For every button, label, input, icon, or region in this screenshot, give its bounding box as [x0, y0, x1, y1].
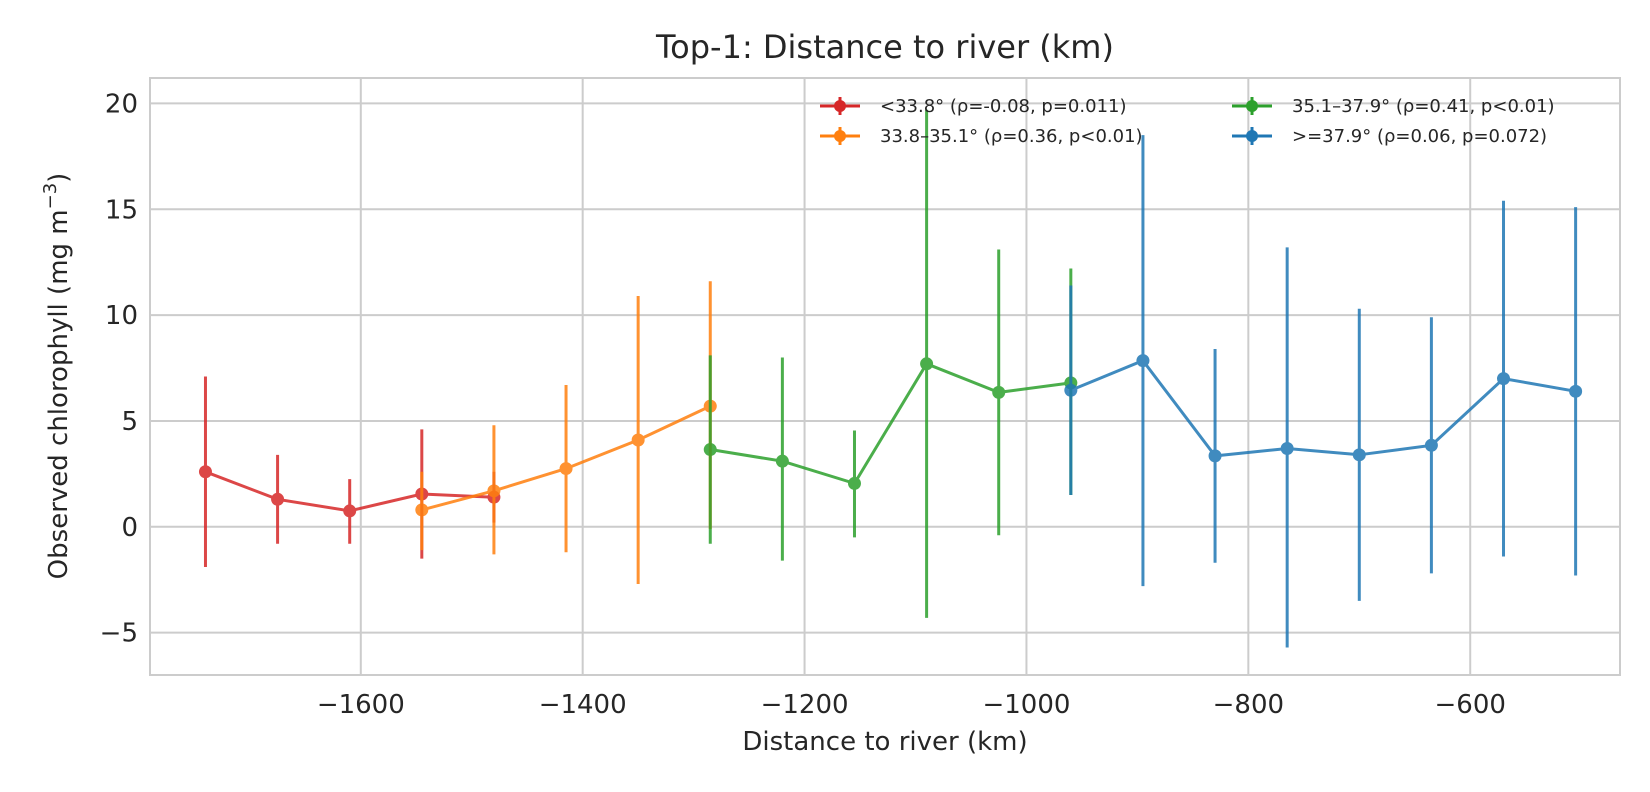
series-line — [1070, 358, 1576, 458]
x-tick-label: −1000 — [982, 690, 1070, 720]
grid — [150, 78, 1620, 675]
data-point — [415, 503, 429, 517]
data-point — [1064, 383, 1078, 397]
data-point — [198, 465, 212, 479]
y-tick-label: 15 — [105, 195, 138, 225]
data-point — [703, 443, 717, 457]
y-tick-labels: −5 0 5 10 15 20 — [100, 89, 138, 648]
x-tick-label: −1200 — [761, 690, 849, 720]
legend-entry: >=37.9° (ρ=0.06, p=0.072) — [1232, 126, 1547, 147]
legend-entry: 33.8–35.1° (ρ=0.36, p<0.01) — [820, 126, 1143, 147]
data-point — [1497, 372, 1511, 386]
x-axis-label: Distance to river (km) — [742, 727, 1027, 757]
legend-label: <33.8° (ρ=-0.08, p=0.011) — [880, 96, 1127, 117]
series-line — [710, 361, 1071, 486]
data-point — [992, 385, 1006, 399]
data-point — [1569, 384, 1583, 398]
legend-marker — [834, 130, 846, 142]
data-point — [1280, 441, 1294, 455]
x-tick-label: −1400 — [539, 690, 627, 720]
legend-label: 33.8–35.1° (ρ=0.36, p<0.01) — [880, 126, 1143, 147]
chart-title: Top-1: Distance to river (km) — [655, 28, 1114, 66]
legend-label: >=37.9° (ρ=0.06, p=0.072) — [1292, 126, 1547, 147]
x-tick-label: −1600 — [317, 690, 405, 720]
series-layer — [198, 109, 1583, 648]
data-point — [271, 492, 285, 506]
data-point — [775, 454, 789, 468]
data-point — [920, 357, 934, 371]
plot-frame — [149, 77, 1621, 676]
data-point — [1352, 448, 1366, 462]
plot-area — [150, 78, 1620, 675]
x-tick-labels: −1600 −1400 −1200 −1000 −800 −600 — [317, 690, 1506, 720]
data-point — [1136, 354, 1150, 368]
data-point — [487, 484, 501, 498]
legend-entry: 35.1–37.9° (ρ=0.41, p<0.01) — [1232, 96, 1555, 117]
x-tick-label: −800 — [1213, 690, 1284, 720]
x-tick-label: −600 — [1435, 690, 1506, 720]
legend-marker — [1246, 130, 1258, 142]
y-axis-label: Observed chlorophyll (mg m−3) — [40, 173, 74, 580]
data-point — [1424, 438, 1438, 452]
data-point — [1208, 449, 1222, 463]
y-axis-label-end: ) — [44, 173, 74, 183]
y-tick-label: 0 — [121, 513, 138, 543]
data-point — [847, 476, 861, 490]
y-axis-label-main: Observed chlorophyll (mg m — [44, 209, 74, 579]
series-3 — [1064, 135, 1583, 648]
y-tick-label: 20 — [105, 89, 138, 119]
data-point — [559, 462, 573, 476]
y-tick-label: 5 — [121, 407, 138, 437]
legend: <33.8° (ρ=-0.08, p=0.011) 33.8–35.1° (ρ=0… — [820, 96, 1555, 147]
y-tick-label: −5 — [100, 619, 138, 649]
legend-marker — [1246, 100, 1258, 112]
data-point — [343, 504, 357, 518]
legend-entry: <33.8° (ρ=-0.08, p=0.011) — [820, 96, 1127, 117]
y-axis-label-superscript: −3 — [40, 183, 61, 210]
y-tick-label: 10 — [105, 301, 138, 331]
legend-marker — [834, 100, 846, 112]
legend-label: 35.1–37.9° (ρ=0.41, p<0.01) — [1292, 96, 1555, 117]
data-point — [631, 433, 645, 447]
